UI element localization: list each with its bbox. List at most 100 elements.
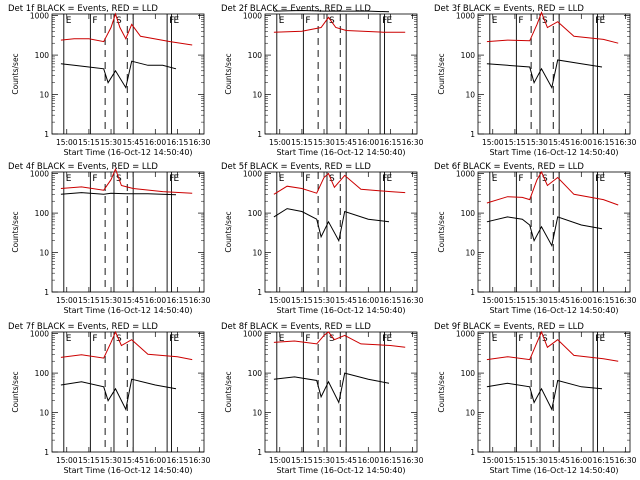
time-marker-label: S <box>329 174 335 184</box>
time-marker-label: E <box>600 174 606 184</box>
time-marker-label: F <box>518 16 523 26</box>
x-tick-label: 15:15 <box>291 296 313 305</box>
panel-title: Det 1f BLACK = Events, RED = LLD <box>8 4 158 14</box>
x-tick-label: 16:00 <box>144 296 166 305</box>
series-line-events <box>60 378 177 411</box>
y-axis-label: Counts/sec <box>437 371 446 412</box>
x-tick-label: 15:30 <box>313 138 335 147</box>
panel-title: Det 6f BLACK = Events, RED = LLD <box>434 162 584 172</box>
series-line-events <box>486 379 603 411</box>
y-tick-label: 1 <box>44 130 49 139</box>
x-tick-label: 15:45 <box>122 296 144 305</box>
y-axis-label: Counts/sec <box>437 53 446 94</box>
time-marker-label: E <box>279 16 285 26</box>
x-tick-label: 15:15 <box>78 138 100 147</box>
time-marker-label: E <box>66 334 72 344</box>
x-tick-label: 16:15 <box>593 456 615 465</box>
time-marker-label: E <box>66 16 72 26</box>
y-tick-label: 100 <box>461 209 476 218</box>
plot-frame <box>264 171 418 293</box>
y-axis-label: Counts/sec <box>224 53 233 94</box>
time-marker-label: E <box>279 334 285 344</box>
x-tick-label: 15:45 <box>335 456 357 465</box>
plot-frame <box>477 171 631 293</box>
y-axis-label: Counts/sec <box>437 211 446 252</box>
time-marker-label: E <box>66 174 72 184</box>
panel-det-4: Det 4f BLACK = Events, RED = LLD 1 10 100 10… <box>8 162 211 315</box>
x-tick-label: 15:00 <box>482 456 504 465</box>
time-marker-label: E <box>492 16 498 26</box>
y-tick-label: 1 <box>470 288 475 297</box>
plot-frame <box>51 331 205 453</box>
x-tick-label: 15:45 <box>548 138 570 147</box>
x-axis-label: Start Time (16-Oct-12 14:50:40) <box>63 306 192 315</box>
x-tick-label: 15:30 <box>313 456 335 465</box>
series-line-lld <box>273 16 406 33</box>
y-tick-label: 1000 <box>243 12 262 21</box>
x-tick-label: 15:45 <box>548 456 570 465</box>
panel-title: Det 3f BLACK = Events, RED = LLD <box>434 4 584 14</box>
time-marker-label: E <box>600 334 606 344</box>
panel-title: Det 9f BLACK = Events, RED = LLD <box>434 322 584 332</box>
plot-frame <box>51 13 205 135</box>
x-tick-label: 15:45 <box>335 138 357 147</box>
y-axis-label: Counts/sec <box>224 371 233 412</box>
time-marker-label: E <box>174 174 180 184</box>
x-tick-label: 16:15 <box>593 138 615 147</box>
series-line-events <box>273 9 390 13</box>
y-tick-label: 1000 <box>30 330 49 339</box>
x-tick-label: 15:00 <box>269 138 291 147</box>
panel-title: Det 8f BLACK = Events, RED = LLD <box>221 322 371 332</box>
series-line-lld <box>486 330 619 362</box>
y-tick-label: 1 <box>257 448 262 457</box>
plot-frame <box>264 331 418 453</box>
time-marker-label: E <box>387 174 393 184</box>
y-tick-label: 1 <box>257 130 262 139</box>
x-tick-label: 16:30 <box>615 296 637 305</box>
y-tick-label: 1000 <box>243 170 262 179</box>
x-axis-label: Start Time (16-Oct-12 14:50:40) <box>276 306 405 315</box>
x-tick-label: 15:45 <box>335 296 357 305</box>
y-tick-label: 1000 <box>456 330 475 339</box>
x-tick-label: 16:30 <box>615 138 637 147</box>
y-axis-label: Counts/sec <box>224 211 233 252</box>
y-tick-label: 10 <box>465 91 475 100</box>
series-line-lld <box>486 170 619 206</box>
x-tick-label: 16:30 <box>189 138 211 147</box>
time-marker-label: F <box>92 16 97 26</box>
time-marker-label: F <box>518 334 523 344</box>
series-line-events <box>60 192 177 196</box>
x-tick-label: 15:45 <box>122 138 144 147</box>
panel-det-2: Det 2f BLACK = Events, RED = LLD 1 10 100 10… <box>221 4 424 157</box>
time-marker-label: E <box>492 174 498 184</box>
series-line-lld <box>60 12 193 46</box>
y-tick-label: 1000 <box>456 12 475 21</box>
series-line-lld <box>273 172 406 195</box>
y-tick-label: 100 <box>35 51 50 60</box>
x-tick-label: 16:15 <box>167 456 189 465</box>
y-tick-label: 10 <box>39 91 49 100</box>
time-marker-label: F <box>305 334 310 344</box>
panel-det-6: Det 6f BLACK = Events, RED = LLD 1 10 100 10… <box>434 162 637 315</box>
time-marker-label: E <box>279 174 285 184</box>
time-marker-label: S <box>329 16 335 26</box>
x-axis-label: Start Time (16-Oct-12 14:50:40) <box>63 148 192 157</box>
x-tick-label: 15:30 <box>100 456 122 465</box>
series-line-lld <box>60 330 193 361</box>
x-tick-label: 15:15 <box>78 456 100 465</box>
time-marker-label: E <box>174 16 180 26</box>
y-tick-label: 10 <box>252 91 262 100</box>
x-tick-label: 16:00 <box>357 456 379 465</box>
x-tick-label: 16:00 <box>357 138 379 147</box>
y-tick-label: 100 <box>461 369 476 378</box>
x-axis-label: Start Time (16-Oct-12 14:50:40) <box>63 466 192 475</box>
y-tick-label: 1 <box>44 448 49 457</box>
plot-frame <box>477 331 631 453</box>
x-tick-label: 15:00 <box>482 138 504 147</box>
x-tick-label: 15:00 <box>269 296 291 305</box>
y-tick-label: 1000 <box>30 170 49 179</box>
time-marker-label: S <box>542 334 548 344</box>
x-tick-label: 15:30 <box>313 296 335 305</box>
x-tick-label: 16:00 <box>570 138 592 147</box>
y-tick-label: 100 <box>248 369 263 378</box>
